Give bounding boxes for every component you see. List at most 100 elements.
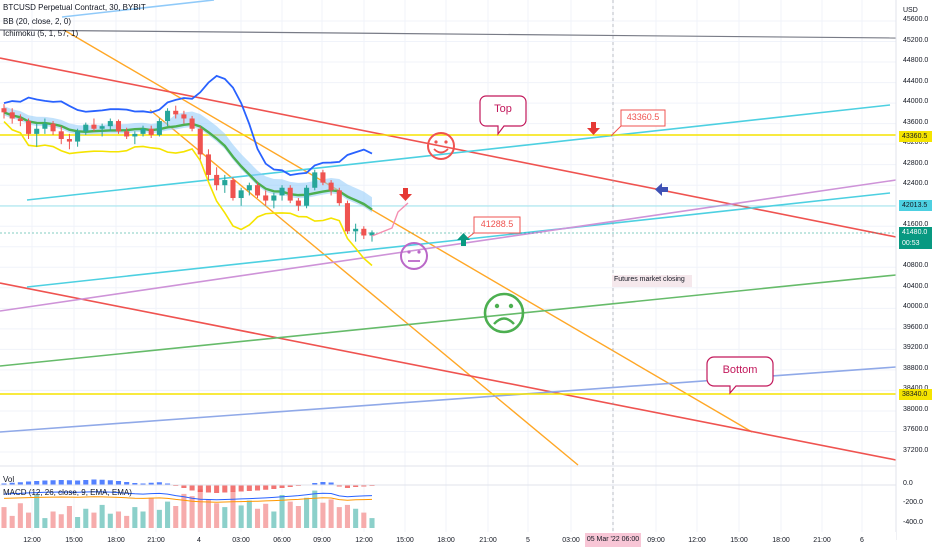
- price-tick-label: 43200.0: [903, 139, 929, 147]
- ichimoku-legend[interactable]: Ichimoku (5, 1, 57, 1): [3, 29, 79, 38]
- projection-path[interactable]: [371, 202, 409, 237]
- macd-hist-bar: [50, 480, 56, 485]
- macd-hist-bar: [287, 485, 293, 487]
- candle-body: [91, 124, 97, 129]
- macd-hist-bar: [361, 485, 367, 487]
- macd-hist-bar: [336, 485, 342, 487]
- macd-tick-label: -200.0: [903, 499, 923, 506]
- volume-bar: [230, 491, 236, 528]
- price-tick-label: 37600.0: [903, 426, 929, 434]
- arrow-down-red-icon-2[interactable]: [587, 122, 600, 135]
- price-axis-tag[interactable]: 42013.5: [899, 200, 932, 212]
- price-tick-label: 40400.0: [903, 282, 929, 290]
- price-tick-label: 45600.0: [903, 16, 929, 23]
- trendline-orange-lower[interactable]: [149, 109, 579, 466]
- price-axis-tag[interactable]: 43360.5: [899, 130, 932, 142]
- callout-bottom-text: Bottom: [722, 364, 758, 376]
- macd-hist-bar: [75, 480, 81, 485]
- callout-bottom[interactable]: [706, 356, 774, 395]
- time-tick-label: 15:00: [65, 537, 83, 544]
- time-tick-label: 6: [860, 537, 864, 544]
- price-axis-tag[interactable]: 38340.0: [899, 388, 932, 400]
- macd-legend[interactable]: MACD (12, 26, close, 9, EMA, EMA): [3, 488, 132, 497]
- macd-hist-bar: [312, 483, 318, 485]
- trendline-drawings[interactable]: [0, 0, 897, 540]
- symbol-legend[interactable]: BTCUSD Perpetual Contract, 30, BYBIT: [3, 3, 146, 12]
- arrow-down-red-icon[interactable]: [399, 188, 412, 201]
- trendline-cyan-upper[interactable]: [26, 104, 891, 201]
- bb-lower-line: [3, 121, 373, 267]
- macd-hist-bar: [124, 482, 130, 485]
- arrow-up-green-icon[interactable]: [457, 233, 470, 246]
- smiley-happy-icon[interactable]: [427, 132, 455, 160]
- macd-hist-bar: [91, 479, 97, 485]
- macd-hist-bar: [148, 482, 154, 485]
- volume-bar: [140, 511, 146, 528]
- volume-bar: [173, 506, 179, 528]
- candle-body: [132, 133, 138, 137]
- price-label-box-high[interactable]: [620, 109, 666, 127]
- time-tick-label: 15:00: [730, 537, 748, 544]
- price-label-box-low[interactable]: [473, 216, 521, 234]
- volume-bar: [124, 515, 130, 528]
- price-label-low-text: 41288.5: [480, 219, 514, 229]
- price-axis[interactable]: [895, 0, 932, 550]
- volume-bar: [66, 506, 72, 528]
- candle-body: [312, 172, 318, 188]
- candle-body: [222, 180, 228, 186]
- price-tick-label: 38000.0: [903, 405, 929, 413]
- trendline-purple[interactable]: [0, 179, 897, 312]
- price-tick-label: 38800.0: [903, 364, 929, 372]
- time-axis[interactable]: [0, 532, 896, 550]
- volume-bar: [197, 489, 203, 528]
- smiley-neutral-icon[interactable]: [400, 242, 428, 270]
- smiley-sad-icon[interactable]: [483, 292, 525, 334]
- bb-legend[interactable]: BB (20, close, 2, 0): [3, 17, 72, 26]
- trendline-blue-top[interactable]: [61, 0, 215, 18]
- time-tick-label: 18:00: [107, 537, 125, 544]
- macd-hist-bar: [238, 485, 244, 492]
- trendline-red-lower[interactable]: [0, 282, 897, 461]
- crosshair-time-label: 05 Mar '22 06:00: [585, 533, 641, 547]
- candle-body: [181, 114, 187, 119]
- price-tick-label: 39600.0: [903, 323, 929, 331]
- candle-body: [115, 121, 122, 132]
- macd-hist-bar: [222, 485, 228, 493]
- bb-upper-line: [3, 74, 373, 177]
- time-tick-label: 18:00: [772, 537, 790, 544]
- candle-body: [75, 131, 81, 142]
- candle-body: [320, 172, 326, 183]
- time-tick-label: 09:00: [647, 537, 665, 544]
- volume-bar: [336, 507, 342, 528]
- note-box[interactable]: [612, 275, 692, 287]
- trendline-gray-top[interactable]: [0, 29, 897, 39]
- arrow-left-blue-icon[interactable]: [655, 183, 668, 196]
- macd-hist-bar: [328, 482, 334, 485]
- trendline-red-upper[interactable]: [0, 57, 897, 238]
- trendline-orange-upper[interactable]: [63, 29, 753, 433]
- trendline-green[interactable]: [0, 274, 897, 367]
- vol-legend[interactable]: Vol: [3, 475, 15, 484]
- time-tick-label: 4: [197, 537, 201, 544]
- annotations[interactable]: [371, 95, 774, 395]
- volume-bar: [361, 512, 367, 528]
- callout-top[interactable]: [479, 95, 527, 136]
- volume-bar: [254, 508, 261, 528]
- volume-bar: [205, 499, 211, 528]
- volume-bar: [58, 514, 64, 528]
- chart-grid: [0, 0, 896, 532]
- macd-hist-bar: [279, 485, 285, 488]
- volume-bar: [99, 504, 105, 528]
- bollinger-bands: [3, 74, 373, 267]
- macd-hist-bar: [156, 482, 162, 485]
- macd-hist-bar: [344, 485, 351, 488]
- volume-bar: [320, 502, 326, 528]
- candle-body: [165, 110, 171, 122]
- macd-hist-bar: [34, 481, 40, 485]
- volume-bar: [1, 507, 7, 528]
- note-text: Futures market closing: [614, 276, 685, 283]
- price-axis-tag[interactable]: 41480.0 00:53: [899, 227, 932, 250]
- macd-hist-bar: [83, 480, 89, 485]
- macd-hist-bar: [42, 480, 48, 485]
